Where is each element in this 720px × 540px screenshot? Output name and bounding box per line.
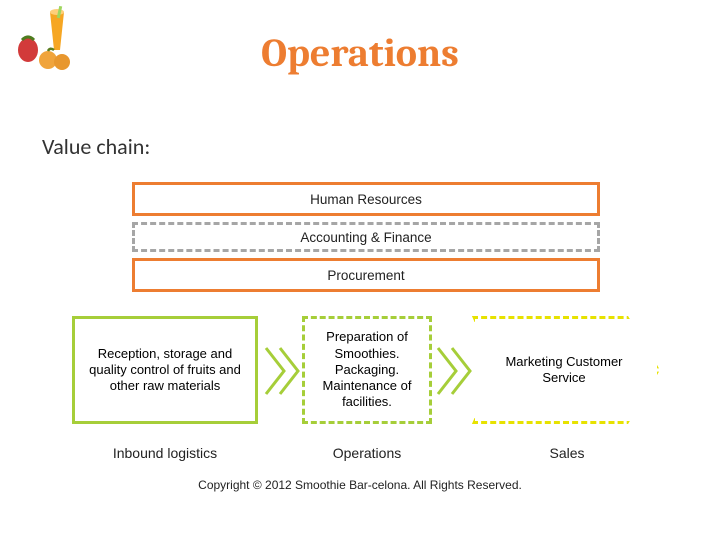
page-title: Operations	[0, 30, 720, 76]
support-bar-label: Accounting & Finance	[300, 230, 431, 245]
primary-box-text: Preparation of Smoothies. Packaging. Mai…	[311, 329, 423, 410]
chevron-connector-icon	[262, 344, 302, 398]
primary-label-operations: Operations	[302, 445, 432, 461]
primary-label-sales: Sales	[474, 445, 660, 461]
copyright-text: Copyright © 2012 Smoothie Bar-celona. Al…	[0, 478, 720, 492]
chevron-connector-icon	[434, 344, 474, 398]
support-bar-accounting: Accounting & Finance	[132, 222, 600, 252]
primary-box-operations: Preparation of Smoothies. Packaging. Mai…	[302, 316, 432, 424]
primary-box-inbound: Reception, storage and quality control o…	[72, 316, 258, 424]
support-bar-procurement: Procurement	[132, 258, 600, 292]
primary-box-text: Marketing Customer Service	[475, 354, 657, 387]
subtitle-value-chain: Value chain:	[42, 133, 150, 160]
support-bar-hr: Human Resources	[132, 182, 600, 216]
primary-label-inbound: Inbound logistics	[72, 445, 258, 461]
support-bar-label: Procurement	[327, 268, 404, 283]
support-bar-label: Human Resources	[310, 192, 422, 207]
primary-box-text: Reception, storage and quality control o…	[81, 346, 249, 395]
primary-box-sales: Marketing Customer Service	[472, 316, 660, 424]
